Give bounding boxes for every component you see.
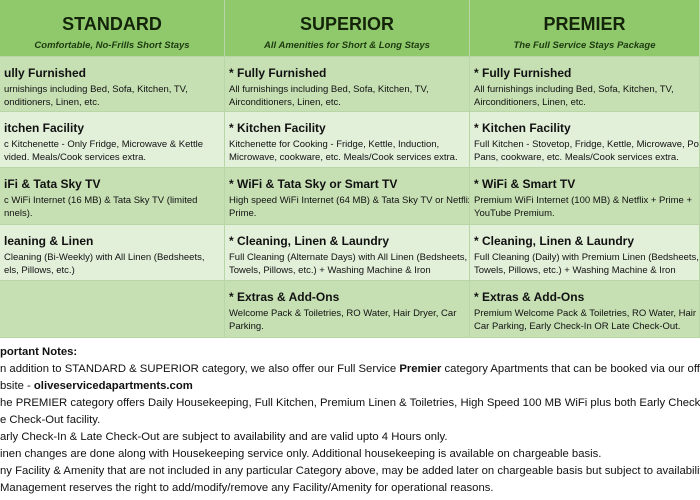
feature-title: * Kitchen Facility — [229, 121, 326, 135]
column-subtitle: Comfortable, No-Frills Short Stays — [34, 40, 190, 51]
feature-detail: Full Cleaning (Daily) with Premium Linen… — [474, 252, 699, 263]
feature-detail: urnishings including Bed, Sofa, Kitchen,… — [4, 84, 188, 95]
table-cell: * Extras & Add-Ons Welcome Pack & Toiletr… — [225, 281, 470, 338]
feature-title: * Cleaning, Linen & Laundry — [229, 234, 390, 248]
feature-detail: Full Cleaning (Alternate Days) with All … — [229, 252, 468, 263]
feature-title: * Fully Furnished — [229, 66, 327, 80]
note-text: ny Facility & Amenity that are not inclu… — [0, 465, 700, 477]
table-cell: iFi & Tata Sky TV c WiFi Internet (16 MB)… — [0, 168, 225, 225]
note-text: category Apartments that can be booked v… — [441, 363, 700, 375]
table-cell: itchen Facility c Kitchenette - Only Frid… — [0, 112, 225, 168]
table-cell: * Fully Furnished All furnishings includi… — [470, 57, 700, 112]
feature-title: * Extras & Add-Ons — [229, 290, 340, 304]
note-text: Management reserves the right to add/mod… — [0, 482, 494, 494]
table-cell: * Kitchen Facility Full Kitchen - Stoveto… — [470, 112, 700, 168]
feature-detail: Full Kitchen - Stovetop, Fridge, Kettle,… — [474, 139, 700, 150]
column-subtitle: The Full Service Stays Package — [513, 40, 656, 51]
note-text: bsite - — [0, 380, 34, 392]
column-header: PREMIER The Full Service Stays Package — [470, 0, 700, 57]
note-line: inen changes are done along with Houseke… — [0, 446, 700, 463]
feature-detail: vided. Meals/Cook services extra. — [4, 152, 147, 163]
column-subtitle: All Amenities for Short & Long Stays — [264, 40, 430, 51]
feature-title: * Cleaning, Linen & Laundry — [474, 234, 635, 248]
table-cell: * WiFi & Tata Sky or Smart TV High speed … — [225, 168, 470, 225]
feature-detail: YouTube Premium. — [474, 208, 555, 219]
note-text: arly Check-In & Late Check-Out are subje… — [0, 431, 448, 443]
feature-detail: Prime. — [229, 208, 257, 219]
feature-detail: Welcome Pack & Toiletries, RO Water, Hai… — [229, 308, 457, 319]
column-header: SUPERIOR All Amenities for Short & Long S… — [225, 0, 470, 57]
note-text: e Check-Out facility. — [0, 414, 101, 426]
feature-detail: High speed WiFi Internet (64 MB) & Tata … — [229, 195, 470, 206]
feature-detail: Towels, Pillows, etc.) + Washing Machine… — [474, 265, 676, 276]
feature-detail: Airconditioners, Linen, etc. — [474, 97, 586, 108]
feature-detail: All furnishings including Bed, Sofa, Kit… — [474, 84, 674, 95]
feature-title: * WiFi & Tata Sky or Smart TV — [229, 177, 398, 191]
table-cell: * Fully Furnished All furnishings includi… — [225, 57, 470, 112]
column-header: STANDARD Comfortable, No-Frills Short Sta… — [0, 0, 225, 57]
table-cell: * Extras & Add-Ons Premium Welcome Pack &… — [470, 281, 700, 338]
feature-detail: onditioners, Linen, etc. — [4, 97, 100, 108]
note-line: arly Check-In & Late Check-Out are subje… — [0, 429, 700, 446]
feature-detail: c WiFi Internet (16 MB) & Tata Sky TV (l… — [4, 195, 198, 206]
feature-title: iFi & Tata Sky TV — [4, 177, 101, 191]
note-text: he PREMIER category offers Daily Houseke… — [0, 397, 700, 409]
feature-detail: All furnishings including Bed, Sofa, Kit… — [229, 84, 429, 95]
feature-title: itchen Facility — [4, 121, 85, 135]
feature-detail: Premium Welcome Pack & Toiletries, RO Wa… — [474, 308, 700, 319]
feature-detail: nnels). — [4, 208, 33, 219]
feature-title: * WiFi & Smart TV — [474, 177, 576, 191]
feature-detail: Microwave, cookware, etc. Meals/Cook ser… — [229, 152, 458, 163]
column-title: STANDARD — [62, 14, 162, 34]
notes: portant Notes: n addition to STANDARD & S… — [0, 344, 700, 497]
feature-detail: Premium WiFi Internet (100 MB) & Netflix… — [474, 195, 693, 206]
table-cell: * Kitchen Facility Kitchenette for Cookin… — [225, 112, 470, 168]
table-cell: * WiFi & Smart TV Premium WiFi Internet (… — [470, 168, 700, 225]
feature-detail: els, Pillows, etc.) — [4, 265, 75, 276]
note-line: n addition to STANDARD & SUPERIOR catego… — [0, 361, 700, 378]
feature-detail: Airconditioners, Linen, etc. — [229, 97, 341, 108]
column-title: PREMIER — [543, 14, 626, 34]
note-line: Management reserves the right to add/mod… — [0, 480, 700, 497]
feature-title: * Fully Furnished — [474, 66, 572, 80]
table-cell: ully Furnished urnishings including Bed, … — [0, 57, 225, 112]
table-cell: * Cleaning, Linen & Laundry Full Cleaning… — [225, 225, 470, 281]
feature-title: leaning & Linen — [4, 234, 94, 248]
note-line: he PREMIER category offers Daily Houseke… — [0, 395, 700, 412]
table-cell — [0, 281, 225, 338]
feature-detail: Car Parking, Early Check-In OR Late Chec… — [474, 321, 681, 332]
note-text: Premier — [399, 363, 442, 375]
column-title: SUPERIOR — [299, 14, 395, 34]
feature-detail: Cleaning (Bi-Weekly) with All Linen (Bed… — [4, 252, 205, 263]
feature-title: ully Furnished — [4, 66, 87, 80]
note-line: bsite - oliveservicedapartments.com — [0, 378, 700, 395]
notes-title: portant Notes: — [0, 346, 78, 358]
pricing-table: STANDARD Comfortable, No-Frills Short Sta… — [0, 0, 700, 338]
note-text: oliveservicedapartments.com — [33, 380, 193, 392]
feature-detail: Parking. — [229, 321, 264, 332]
feature-title: * Extras & Add-Ons — [474, 290, 585, 304]
note-line: ny Facility & Amenity that are not inclu… — [0, 463, 700, 480]
feature-detail: Kitchenette for Cooking - Fridge, Kettle… — [229, 139, 440, 150]
note-text: n addition to STANDARD & SUPERIOR catego… — [0, 363, 400, 375]
note-line: e Check-Out facility. — [0, 412, 700, 429]
table-cell: * Cleaning, Linen & Laundry Full Cleaning… — [470, 225, 700, 281]
feature-detail: Pans, cookware, etc. Meals/Cook services… — [474, 152, 679, 163]
note-text: inen changes are done along with Houseke… — [0, 448, 602, 460]
table-cell: leaning & Linen Cleaning (Bi-Weekly) with… — [0, 225, 225, 281]
feature-title: * Kitchen Facility — [474, 121, 571, 135]
feature-detail: Towels, Pillows, etc.) + Washing Machine… — [229, 265, 431, 276]
feature-detail: c Kitchenette - Only Fridge, Microwave &… — [4, 139, 204, 150]
